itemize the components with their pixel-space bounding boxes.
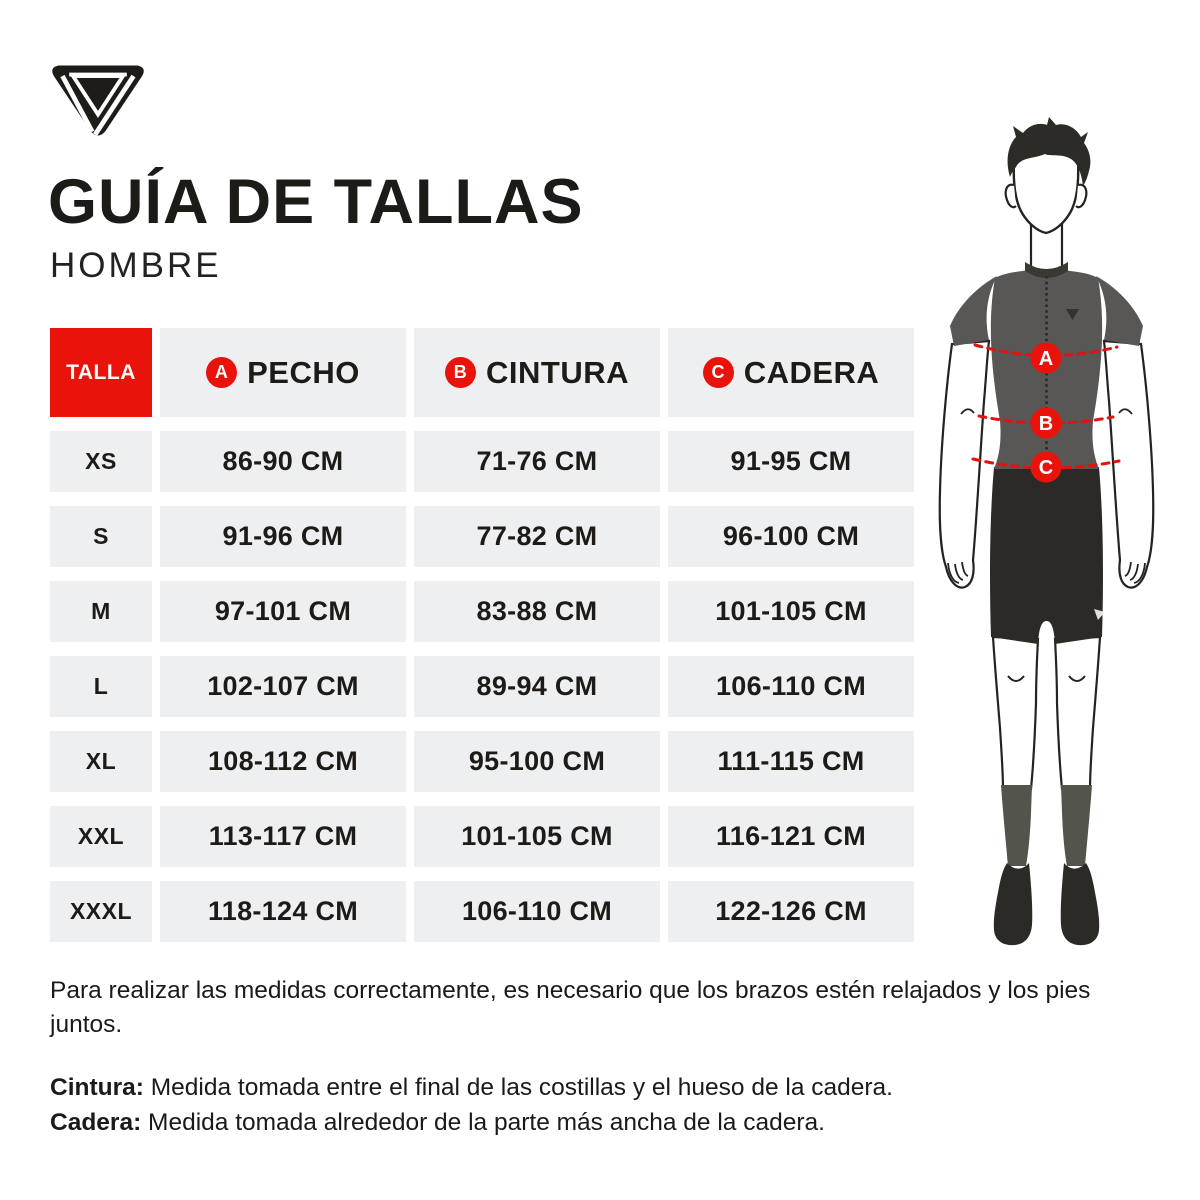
measurement-cell-cintura: 106-110 CM <box>414 881 660 942</box>
jersey-collar <box>1025 262 1068 278</box>
measurement-cell-cadera: 96-100 CM <box>668 506 914 567</box>
size-table: TALLA A PECHO B CINTURA C CADERA XS 86-90… <box>50 328 914 942</box>
marker-b-badge: B <box>445 357 476 388</box>
size-column-header: TALLA <box>50 328 152 417</box>
column-label-pecho: PECHO <box>247 354 360 390</box>
measurement-cell-pecho: 118-124 CM <box>160 881 406 942</box>
measurement-cell-cadera: 91-95 CM <box>668 431 914 492</box>
male-figure-illustration: A B C <box>938 117 1155 946</box>
left-knee-mark <box>1007 675 1025 682</box>
measurement-cell-cintura: 71-76 CM <box>414 431 660 492</box>
column-label-cintura: CINTURA <box>486 354 629 390</box>
size-label-cell: L <box>50 656 152 717</box>
measurement-cell-cintura: 101-105 CM <box>414 806 660 867</box>
measurement-cell-cintura: 89-94 CM <box>414 656 660 717</box>
measurement-cell-cintura: 83-88 CM <box>414 581 660 642</box>
marker-c-label: C <box>1039 457 1053 479</box>
size-label-cell: XXL <box>50 806 152 867</box>
measurement-cell-pecho: 108-112 CM <box>160 731 406 792</box>
left-ear <box>1004 183 1017 209</box>
right-leg <box>1053 635 1102 791</box>
measurement-cell-cadera: 106-110 CM <box>668 656 914 717</box>
left-shoe <box>993 863 1033 946</box>
size-label-cell: XS <box>50 431 152 492</box>
logo-triangle <box>52 65 144 136</box>
size-label-cell: M <box>50 581 152 642</box>
measurement-cell-cadera: 101-105 CM <box>668 581 914 642</box>
left-sock <box>1001 785 1032 866</box>
page-title: GUÍA DE TALLAS <box>48 167 584 237</box>
body-measurement-figure: A B C <box>915 113 1185 965</box>
right-arm <box>1102 339 1155 589</box>
left-leg <box>991 635 1040 791</box>
right-sock <box>1061 785 1092 866</box>
marker-c-badge: C <box>702 357 734 388</box>
jersey-left-sleeve <box>950 276 997 346</box>
measurement-cell-cadera: 111-115 CM <box>668 731 914 792</box>
definition-cintura: Cintura: Medida tomada entre el final de… <box>50 1074 893 1101</box>
measurement-notes: Para realizar las medidas correctamente,… <box>50 974 1168 1140</box>
hip-measure-line <box>971 457 1121 470</box>
measurement-cell-pecho: 113-117 CM <box>160 806 406 867</box>
left-arm <box>938 339 991 589</box>
shorts-logo-icon <box>1094 609 1105 620</box>
column-header-cintura: B CINTURA <box>414 328 660 417</box>
page-subtitle: HOMBRE <box>50 246 222 285</box>
brand-logo-icon <box>52 65 144 136</box>
right-knee-mark <box>1068 675 1086 682</box>
measurement-cell-pecho: 91-96 CM <box>160 506 406 567</box>
measurement-cell-cintura: 95-100 CM <box>414 731 660 792</box>
measure-instructions: Para realizar las medidas correctamente,… <box>50 977 1091 1038</box>
right-ear <box>1075 183 1088 209</box>
measurement-badges: A B C <box>1030 342 1062 483</box>
definition-cadera: Cadera: Medida tomada alrededor de la pa… <box>50 1109 825 1136</box>
hair <box>1007 117 1091 186</box>
column-header-pecho: A PECHO <box>160 328 406 417</box>
marker-a-badge: A <box>206 357 238 388</box>
marker-a-label: A <box>1039 348 1053 370</box>
marker-b-label: B <box>1039 413 1053 435</box>
measurement-cell-cintura: 77-82 CM <box>414 506 660 567</box>
size-label-cell: XXXL <box>50 881 152 942</box>
size-label-cell: XL <box>50 731 152 792</box>
measure-definitions: Cintura: Medida tomada entre el final de… <box>50 1070 1168 1140</box>
size-label-cell: S <box>50 506 152 567</box>
measurement-cell-cadera: 116-121 CM <box>668 806 914 867</box>
measurement-cell-cadera: 122-126 CM <box>668 881 914 942</box>
column-header-cadera: C CADERA <box>668 328 914 417</box>
hand-finger-lines <box>947 408 1146 584</box>
jersey-chest-logo-icon <box>1066 309 1079 320</box>
jersey-right-sleeve <box>1096 276 1143 346</box>
right-shoe <box>1060 863 1100 946</box>
shorts <box>990 467 1103 644</box>
column-label-cadera: CADERA <box>743 354 880 390</box>
measurement-cell-pecho: 86-90 CM <box>160 431 406 492</box>
measurement-cell-pecho: 97-101 CM <box>160 581 406 642</box>
measurement-cell-pecho: 102-107 CM <box>160 656 406 717</box>
